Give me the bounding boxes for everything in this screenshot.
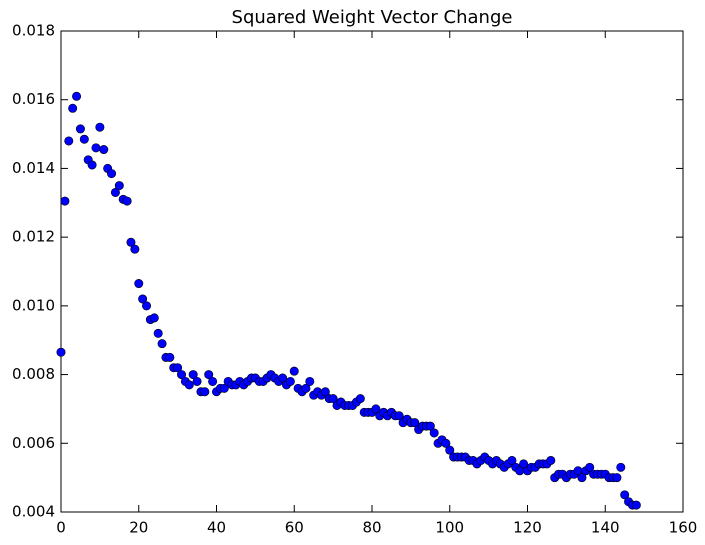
point — [204, 370, 214, 380]
y-tick-label: 0.016 — [12, 90, 55, 108]
point — [620, 490, 630, 500]
y-tick-label: 0.008 — [12, 365, 55, 383]
y-tick-label: 0.012 — [12, 228, 55, 246]
point — [64, 136, 74, 146]
point — [441, 438, 451, 448]
point — [91, 143, 101, 153]
point — [95, 122, 105, 132]
y-tick-label: 0.014 — [12, 159, 55, 177]
point — [301, 383, 311, 393]
point — [289, 366, 299, 376]
point — [631, 500, 641, 510]
chart-title: Squared Weight Vector Change — [232, 7, 513, 28]
point — [200, 387, 210, 397]
point — [208, 376, 218, 386]
x-tick-label: 100 — [435, 519, 464, 537]
point — [616, 462, 626, 472]
point — [75, 124, 85, 134]
point — [157, 339, 167, 349]
point — [87, 160, 97, 170]
point — [99, 145, 109, 155]
point — [114, 181, 124, 191]
point — [355, 394, 365, 404]
point — [177, 370, 187, 380]
point — [278, 373, 288, 383]
point — [153, 328, 163, 338]
point — [122, 196, 132, 206]
point — [546, 455, 556, 465]
y-tick-label: 0.018 — [12, 22, 55, 40]
point — [285, 376, 295, 386]
point — [130, 244, 140, 254]
point — [192, 376, 202, 386]
point — [165, 352, 175, 362]
point — [184, 380, 194, 390]
point — [68, 103, 78, 113]
x-tick-label: 80 — [362, 519, 381, 537]
y-tick-label: 0.006 — [12, 434, 55, 452]
point — [410, 418, 420, 428]
point — [585, 462, 595, 472]
point — [188, 370, 198, 380]
point — [320, 387, 330, 397]
point — [138, 294, 148, 304]
point — [429, 428, 439, 438]
y-tick-label: 0.004 — [12, 503, 55, 521]
x-tick-label: 140 — [591, 519, 620, 537]
plot-frame — [60, 30, 684, 513]
y-tick-label: 0.010 — [12, 296, 55, 314]
point — [110, 187, 120, 197]
point — [60, 196, 70, 206]
point — [142, 301, 152, 311]
point — [107, 169, 117, 179]
point — [328, 394, 338, 404]
x-tick-label: 20 — [129, 519, 148, 537]
point — [519, 459, 529, 469]
point — [507, 455, 517, 465]
x-tick-label: 40 — [207, 519, 226, 537]
point — [219, 383, 229, 393]
x-tick-label: 160 — [669, 519, 698, 537]
point — [577, 473, 587, 483]
point — [79, 134, 89, 144]
point — [445, 445, 455, 455]
point — [425, 421, 435, 431]
point — [173, 363, 183, 373]
point — [126, 237, 136, 247]
point — [394, 411, 404, 421]
point — [371, 404, 381, 414]
x-tick-label: 0 — [56, 519, 66, 537]
point — [134, 279, 144, 289]
x-tick-label: 120 — [513, 519, 542, 537]
point — [305, 376, 315, 386]
point — [612, 473, 622, 483]
point — [56, 347, 66, 357]
x-tick-label: 60 — [285, 519, 304, 537]
point — [149, 313, 159, 323]
point — [72, 91, 82, 101]
